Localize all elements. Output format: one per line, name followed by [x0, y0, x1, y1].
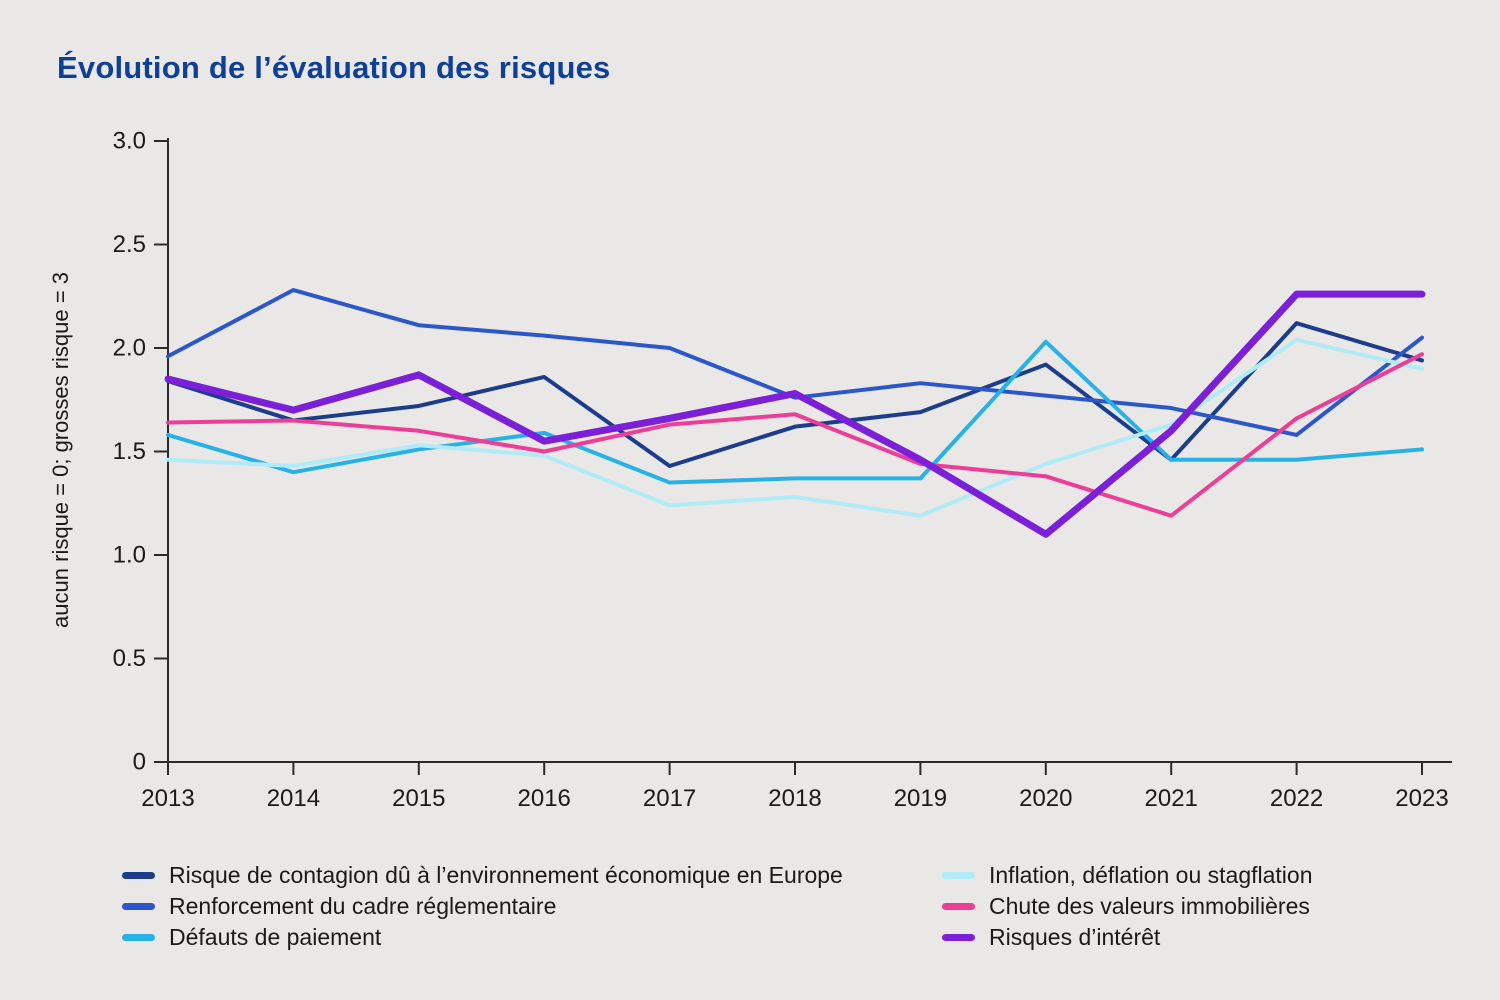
series-line-2	[166, 339, 1424, 485]
legend-swatch-icon	[942, 934, 975, 941]
x-tick-label: 2019	[894, 785, 947, 812]
x-tick-label: 2017	[643, 785, 696, 812]
x-tick-label: 2014	[267, 785, 320, 812]
legend-swatch-icon	[942, 872, 975, 879]
y-tick-label: 0	[133, 749, 146, 776]
legend-item-5: Risques d’intérêt	[942, 922, 1313, 953]
x-tick-label: 2015	[392, 785, 445, 812]
legend-label: Chute des valeurs immobilières	[989, 893, 1310, 919]
chart-title: Évolution de l’évaluation des risques	[57, 50, 611, 85]
series-line-3	[166, 337, 1424, 518]
series-line-1	[166, 288, 1424, 437]
y-tick-label: 2.5	[113, 231, 146, 258]
axes	[167, 138, 1452, 763]
y-tick-label: 3.0	[113, 128, 146, 155]
legend-item-1: Renforcement du cadre réglementaire	[122, 891, 843, 922]
legend-swatch-icon	[122, 872, 155, 879]
y-tick-label: 0.5	[113, 645, 146, 672]
legend-label: Inflation, déflation ou stagflation	[989, 862, 1313, 888]
legend-item-3: Inflation, déflation ou stagflation	[942, 860, 1313, 891]
legend-column-right: Inflation, déflation ou stagflation Chute…	[942, 860, 1313, 953]
x-tick-label: 2013	[141, 785, 194, 812]
y-tick-label: 1.0	[113, 542, 146, 569]
legend-swatch-icon	[122, 934, 155, 941]
x-tick-label: 2018	[768, 785, 821, 812]
legend-swatch-icon	[942, 903, 975, 910]
legend-swatch-icon	[122, 903, 155, 910]
legend-label: Renforcement du cadre réglementaire	[169, 893, 557, 919]
y-tick-label: 2.0	[113, 335, 146, 362]
series-line-4	[166, 352, 1424, 518]
y-axis-label: aucun risque = 0; grosses risque = 3	[48, 272, 73, 628]
legend-label: Risque de contagion dû à l’environnement…	[169, 862, 843, 888]
series-line-0	[166, 321, 1424, 468]
series-line-5	[164, 290, 1426, 538]
x-tick-label: 2020	[1019, 785, 1072, 812]
y-tick-label: 1.5	[113, 438, 146, 465]
x-tick-label: 2021	[1145, 785, 1198, 812]
legend-label: Défauts de paiement	[169, 924, 382, 950]
x-tick-label: 2022	[1270, 785, 1323, 812]
x-tick-label: 2023	[1395, 785, 1448, 812]
x-tick-label: 2016	[518, 785, 571, 812]
legend-item-4: Chute des valeurs immobilières	[942, 891, 1313, 922]
legend-item-2: Défauts de paiement	[122, 922, 843, 953]
legend-label: Risques d’intérêt	[989, 924, 1161, 950]
legend-item-0: Risque de contagion dû à l’environnement…	[122, 860, 843, 891]
legend-column-left: Risque de contagion dû à l’environnement…	[122, 860, 843, 953]
